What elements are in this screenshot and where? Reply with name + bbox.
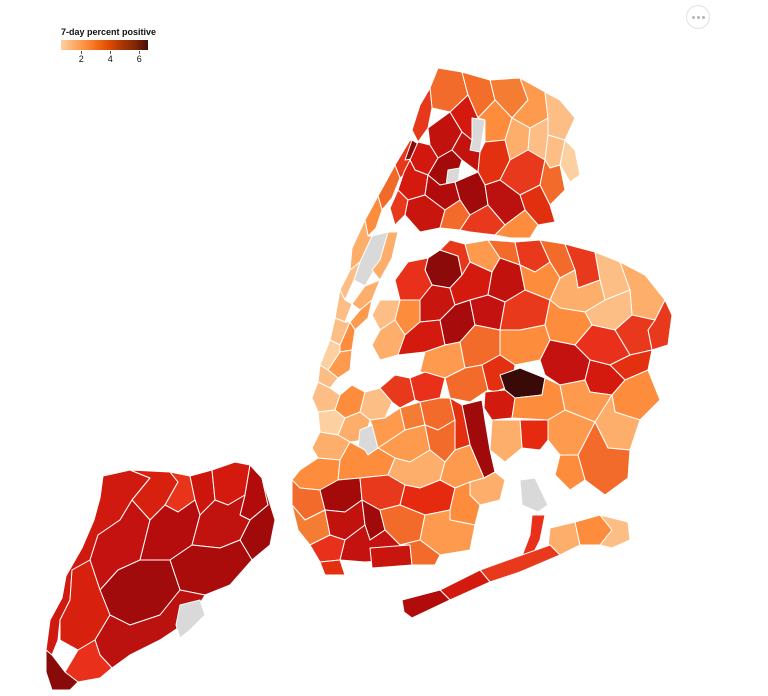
borough-brooklyn: [291, 371, 506, 576]
zip-area[interactable]: [377, 164, 401, 211]
zip-area[interactable]: [349, 299, 373, 331]
more-options-button[interactable]: [686, 5, 710, 29]
zip-area[interactable]: [364, 195, 383, 237]
legend-tick-mark: [81, 51, 83, 54]
zip-area[interactable]: [599, 514, 631, 549]
zip-area[interactable]: [519, 419, 549, 451]
zip-area[interactable]: [339, 261, 361, 301]
zip-area[interactable]: [399, 539, 441, 566]
zip-area[interactable]: [319, 559, 346, 576]
zip-area[interactable]: [483, 389, 516, 421]
more-horizontal-icon: [691, 15, 706, 19]
zip-area[interactable]: [175, 599, 206, 639]
zip-area[interactable]: [489, 419, 523, 463]
legend-tick-label: 6: [136, 54, 142, 64]
legend-color-ramp: [61, 40, 148, 50]
color-legend: 7-day percent positive 2 4 6: [61, 27, 171, 67]
zip-area[interactable]: [327, 349, 353, 379]
zip-area[interactable]: [369, 544, 413, 569]
legend-tick-mark: [139, 51, 141, 54]
zip-area[interactable]: [317, 364, 339, 389]
zip-area[interactable]: [334, 289, 353, 323]
zip-area[interactable]: [554, 454, 586, 491]
zip-area[interactable]: [389, 189, 409, 226]
zip-area[interactable]: [494, 209, 539, 239]
zip-area[interactable]: [439, 569, 491, 601]
zip-area[interactable]: [519, 477, 549, 513]
zip-area[interactable]: [544, 91, 576, 141]
borough-bronx: [389, 67, 581, 239]
legend-tick-label: 2: [78, 54, 84, 64]
zip-area[interactable]: [401, 589, 451, 619]
legend-title: 7-day percent positive: [61, 27, 157, 37]
borough-staten-island: [45, 461, 276, 691]
zip-area[interactable]: [409, 371, 446, 403]
legend-tick-mark: [110, 51, 112, 54]
legend-tick-label: 4: [107, 54, 113, 64]
zip-area[interactable]: [479, 544, 561, 583]
zip-area[interactable]: [547, 521, 581, 556]
zip-area[interactable]: [45, 649, 79, 691]
borough-queens: [371, 239, 673, 619]
